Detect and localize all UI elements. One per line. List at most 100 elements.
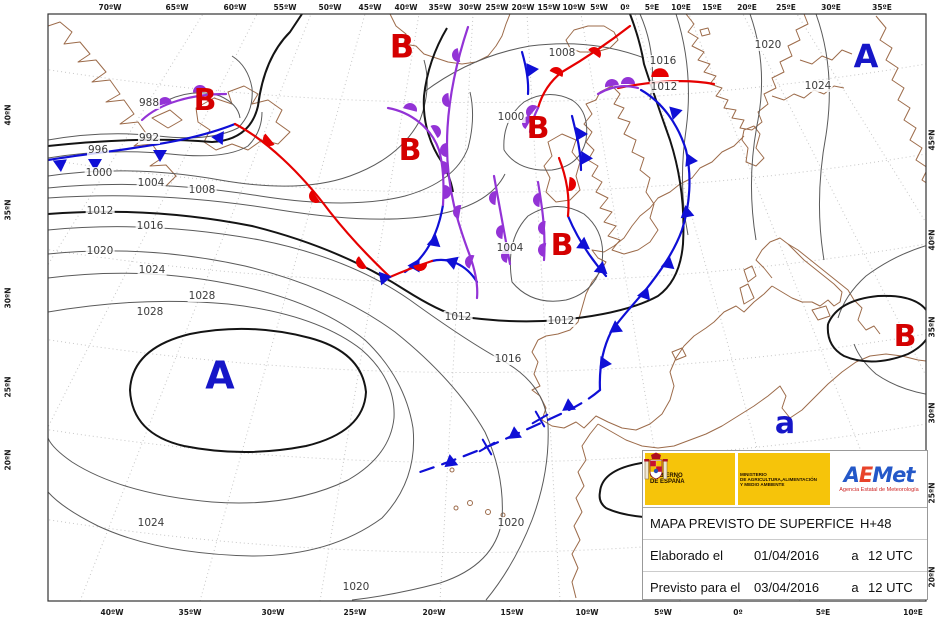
axis-label-top: 10ºW [562,3,586,12]
axis-label-right: 45ºN [927,129,937,151]
axis-label-top: 5ºW [590,3,608,12]
isobar-label: 1000 [496,111,526,123]
pressure-center-low: B [550,227,574,263]
isobar-label: 1000 [84,167,114,179]
axis-label-left: 40ºN [3,104,13,126]
isobars-thin [48,14,926,601]
axis-label-left: 35ºN [3,199,13,221]
val极id-label: Previsto para el [650,580,741,595]
axis-label-top: 0º [620,3,630,12]
isobar-label: 1016 [493,353,523,365]
valid-date: 03/04/2016 [754,580,820,595]
axis-label-top: 60ºW [223,3,247,12]
axis-label-bottom: 10ºE [903,608,923,617]
valid-time: 12 UTC [868,580,913,595]
isobar-label: 1024 [136,517,166,529]
isobar-label: 1008 [187,184,217,196]
isobar-label: 1012 [649,81,679,93]
axis-label-left: 20ºN [3,449,13,471]
axis-label-top: 20ºW [511,3,535,12]
elaborated-label: Elaborado el [650,548,723,563]
isobar-label: 1012 [85,205,115,217]
isobar-label: 1024 [803,80,833,92]
axis-label-bottom: 30ºW [261,608,285,617]
valid-row: Previsto para el 03/04/2016 a 12 UTC [643,571,927,603]
axis-label-top: 20ºE [737,3,757,12]
aemet-subtitle: Agencia Estatal de Meteorología [839,487,919,493]
elaborated-a: a [851,548,859,563]
isobar-label: 1020 [341,581,371,593]
axis-label-right: 20ºN [927,566,937,588]
axis-label-bottom: 5ºE [815,608,831,617]
legend-panel: GOBIERNO DE ESPAÑA MINISTERIO DE AGRICUL… [642,450,928,600]
isobar-label: 1020 [85,245,115,257]
axis-label-top: 15ºW [537,3,561,12]
axis-label-left: 30ºN [3,287,13,309]
axis-label-top: 25ºW [485,3,509,12]
axis-label-bottom: 40ºW [100,608,124,617]
axis-label-bottom: 15ºW [500,608,524,617]
axis-label-bottom: 10ºW [575,608,599,617]
isobar-label: 1008 [547,47,577,59]
axis-label-top: 35ºW [428,3,452,12]
isobar-label: 1004 [495,242,525,254]
axis-label-bottom: 25ºW [343,608,367,617]
isobar-label: 1020 [753,39,783,51]
isobar-label: 1028 [135,306,165,318]
isobar-label: 1028 [187,290,217,302]
axis-label-top: 30ºE [821,3,841,12]
elaborated-date: 01/04/2016 [754,548,820,563]
aemet-logo: AEMet Agencia Estatal de Meteorología [831,451,927,507]
axis-label-top: 70ºW [98,3,122,12]
isobar-label: 988 [137,97,161,109]
isobar-label: 996 [86,144,110,156]
pressure-center-low: B [893,318,917,354]
isobar-label: 1024 [137,264,167,276]
weather-fronts [48,24,716,474]
isobar-label: 1016 [648,55,678,67]
axis-label-bottom: 5ºW [654,608,672,617]
elaborated-time: 12 UTC [868,548,913,563]
axis-label-top: 50ºW [318,3,342,12]
map-frame [47,13,927,602]
axis-label-right: 40ºN [927,229,937,251]
pressure-center-high: A [205,353,235,398]
axis-label-bottom: 20ºW [422,608,446,617]
aemet-letters-met: Met [872,463,915,487]
gobierno-logo: GOBIERNO DE ESPAÑA [644,452,735,505]
pressure-center-low: B [389,27,415,66]
map-title-row: MAPA PREVISTO DE SUPERFICE H+48 [643,508,927,539]
pressure-center-low: B [398,132,422,168]
isobar-label: 1004 [136,177,166,189]
isobar-label: 1020 [496,517,526,529]
axis-label-top: 25ºE [776,3,796,12]
ministerio-label: MINISTERIO DE AGRICULTURA,ALIMENTACIÓN Y… [740,471,817,487]
elaborated-row: Elaborado el 01/04/2016 a 12 UTC [643,539,927,571]
logo-row: GOBIERNO DE ESPAÑA MINISTERIO DE AGRICUL… [643,451,927,508]
pressure-center-high: a [774,405,796,441]
spain-coat-of-arms-icon [644,452,668,480]
isobar-label: 1016 [135,220,165,232]
axis-label-top: 45ºW [358,3,382,12]
forecast-horizon: H+48 [860,516,892,531]
axis-label-right: 30ºN [927,402,937,424]
isobar-label: 1012 [546,315,576,327]
axis-label-top: 55ºW [273,3,297,12]
aemet-wordmark: AEMet [844,463,916,487]
axis-label-right: 35ºN [927,316,937,338]
axis-label-right: 25ºN [927,482,937,504]
axis-label-top: 15ºE [702,3,722,12]
axis-label-top: 40ºW [394,3,418,12]
pressure-center-low: B [526,110,550,146]
pressure-center-low: B [193,82,217,118]
axis-label-bottom: 35ºW [178,608,202,617]
pressure-center-high: A [853,37,879,76]
axis-label-top: 30ºW [458,3,482,12]
aemet-letter-e: E [858,463,873,487]
axis-label-bottom: 0º [733,608,743,617]
isobar-label: 1012 [443,311,473,323]
axis-label-top: 10ºE [671,3,691,12]
map-title: MAPA PREVISTO DE SUPERFICE [650,516,854,531]
